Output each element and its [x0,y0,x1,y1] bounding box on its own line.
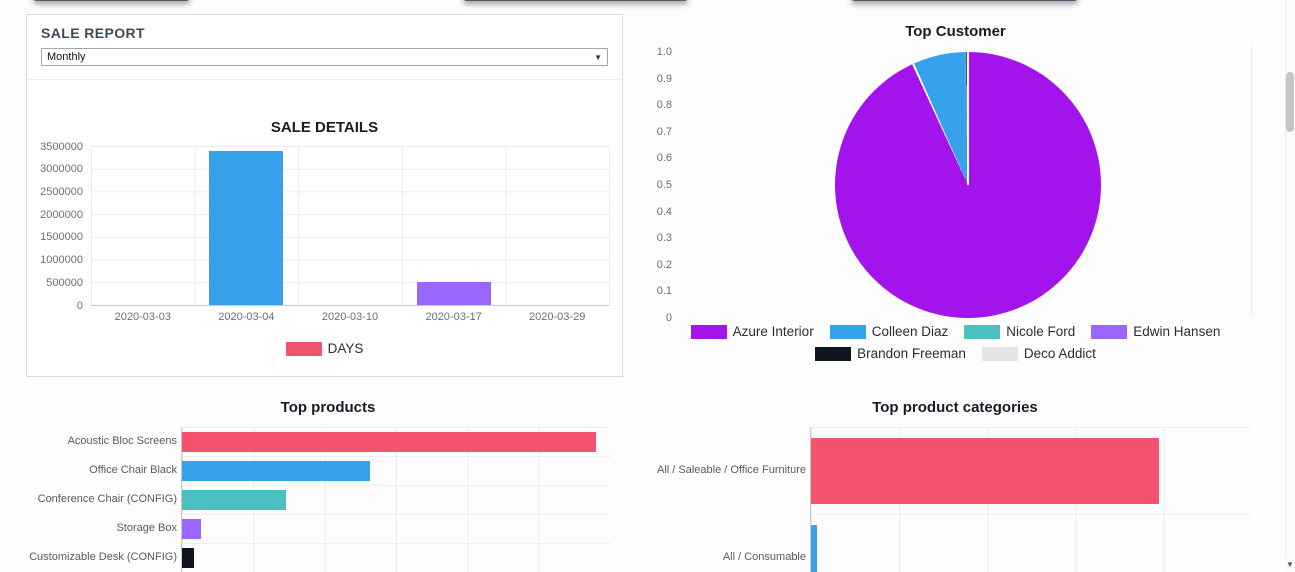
scrollbar-thumb[interactable] [1286,72,1294,132]
bar [182,547,194,568]
sale-report-card: SALE REPORT Monthly ▼ SALE DETAILS 0 5000… [26,14,623,377]
bar [182,489,286,510]
y-axis-tick-label: 2500000 [40,185,83,198]
y-axis-tick-label: 3000000 [40,163,83,176]
top-products-category-axis: Acoustic Bloc Screens Office Chair Black C… [26,427,181,572]
legend-label: Deco Addict [1023,346,1096,361]
y-axis-tick-label: 500000 [46,276,83,289]
legend-label: Colleen Diaz [871,324,949,339]
pie-slice-border [967,52,969,185]
legend-item[interactable]: Edwin Hansen [1091,324,1220,339]
category-label: Acoustic Bloc Screens [67,435,177,447]
y-axis-tick-label: 0 [76,299,83,312]
y-axis-tick-label: 1000000 [40,254,83,267]
legend-swatch [829,324,866,339]
x-axis-label: 2020-03-03 [114,311,171,323]
sale-details-plot [91,146,610,306]
legend-swatch [964,324,1001,339]
legend-item[interactable]: Colleen Diaz [829,324,949,339]
bar [182,431,596,452]
bar [811,437,1160,504]
x-axis-label: 2020-03-17 [425,311,482,323]
y-axis-tick-label: 0.8 [656,99,672,112]
kpi-card-shadow [851,0,1078,1]
y-axis-tick-label: 0.5 [656,179,672,191]
bar [811,524,817,572]
scrollbar-down-button[interactable]: ▼ [1285,556,1295,572]
legend-swatch [981,346,1018,361]
top-customer-legend: Azure Interior Colleen Diaz Nicole Ford Edw… [657,324,1254,361]
x-axis-label: 2020-03-10 [321,311,379,323]
bar [182,460,371,481]
legend-label: Azure Interior [732,324,814,339]
y-axis-tick-label: 0 [665,312,672,324]
legend-swatch [815,346,852,361]
category-label: Storage Box [116,522,177,534]
legend-item[interactable]: Nicole Ford [964,324,1075,339]
sale-details-legend: DAYS [27,341,622,356]
category-label: All / Consumable [722,551,806,563]
axis-line [1251,45,1252,317]
y-axis-tick-label: 0.9 [656,72,672,85]
sale-details-y-axis: 0 500000 1000000 1500000 2000000 2500000 30000… [27,141,83,312]
legend-swatch [690,324,727,339]
legend-label: Brandon Freeman [857,346,966,361]
sale-report-title: SALE REPORT [41,25,145,41]
top-customer-chart-title: Top Customer [905,23,1006,40]
legend-label: DAYS [327,341,364,356]
category-label: Customizable Desk (CONFIG) [29,551,177,563]
legend-swatch [285,341,322,356]
y-axis-tick-label: 0.7 [656,125,672,138]
legend-label: Edwin Hansen [1133,324,1221,339]
legend-label: Nicole Ford [1006,324,1076,339]
legend-item[interactable]: Brandon Freeman [815,346,966,361]
period-select-value: Monthly [47,51,86,63]
top-customer-y-axis: 1.0 0.9 0.8 0.7 0.6 0.5 0.4 0.3 0.2 0.1 0 [640,0,672,330]
x-axis-label: 2020-03-29 [529,311,586,323]
legend-item[interactable]: DAYS [285,341,364,356]
y-axis-tick-label: 1500000 [40,231,83,244]
y-axis-tick-label: 1.0 [656,46,672,58]
legend-item[interactable]: Deco Addict [981,346,1096,361]
category-label: Conference Chair (CONFIG) [37,493,177,505]
top-product-categories-plot [810,427,1252,572]
top-products-plot [181,427,610,572]
top-product-categories-category-axis: All / Saleable / Office Furniture All / C… [657,427,810,572]
y-axis-tick-label: 3500000 [40,140,83,153]
top-products-chart-title: Top products [280,399,376,416]
sale-details-x-axis: 2020-03-03 2020-03-04 2020-03-10 2020-03-17… [91,311,609,325]
legend-item[interactable]: Azure Interior [690,324,814,339]
bar [209,150,284,305]
sale-details-chart-title: SALE DETAILS [270,119,379,136]
category-label: All / Saleable / Office Furniture [657,464,806,476]
scrollbar-track[interactable] [1285,0,1295,572]
bar [182,518,201,539]
kpi-card-shadow [33,0,190,1]
y-axis-tick-label: 0.3 [656,232,672,245]
y-axis-tick-label: 0.4 [656,205,672,218]
kpi-card-shadow [463,0,688,1]
sale-report-header: SALE REPORT Monthly ▼ [27,15,622,80]
x-axis-label: 2020-03-04 [218,311,275,323]
legend-swatch [1091,324,1128,339]
category-label: Office Chair Black [89,464,177,476]
bar [416,282,491,305]
y-axis-tick-label: 0.6 [656,152,672,165]
y-axis-tick-label: 0.2 [656,258,672,271]
y-axis-tick-label: 2000000 [40,208,83,221]
chevron-down-icon: ▼ [594,52,602,62]
arrow-down-icon: ▼ [1286,559,1294,569]
y-axis-tick-label: 0.1 [656,285,672,298]
period-select[interactable]: Monthly ▼ [41,48,608,66]
top-product-categories-chart-title: Top product categories [872,399,1038,416]
